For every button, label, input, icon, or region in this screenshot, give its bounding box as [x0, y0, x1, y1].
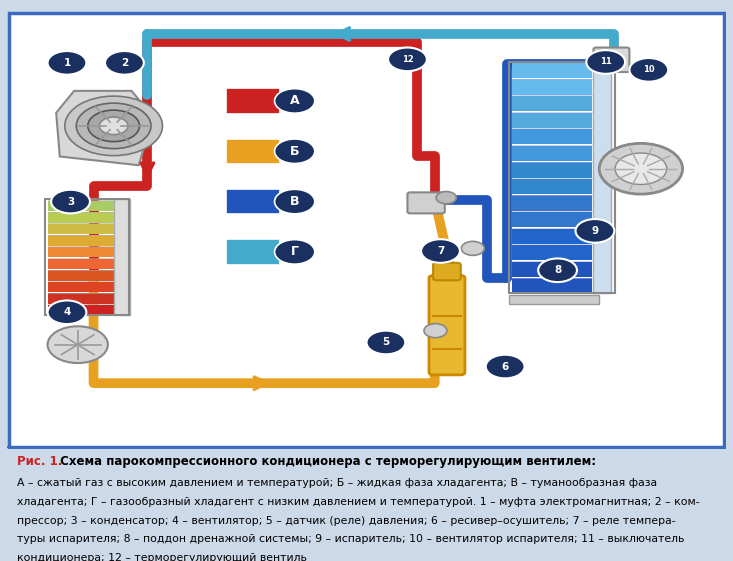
Text: 7: 7: [437, 246, 444, 256]
Text: Г: Г: [291, 245, 298, 259]
Circle shape: [65, 96, 163, 155]
Text: 4: 4: [63, 307, 70, 318]
Bar: [512, 261, 592, 277]
Bar: [48, 282, 114, 292]
Bar: [48, 224, 114, 234]
Bar: [512, 179, 592, 194]
Bar: [48, 236, 114, 246]
Bar: [593, 62, 611, 293]
Text: 6: 6: [501, 361, 509, 371]
Bar: [512, 129, 592, 144]
Text: кондиционера; 12 – терморегулирующий вентиль: кондиционера; 12 – терморегулирующий вен…: [17, 553, 306, 561]
Bar: [48, 212, 114, 223]
Bar: [512, 195, 592, 210]
Bar: [512, 212, 592, 227]
Circle shape: [48, 327, 108, 363]
Bar: [45, 199, 130, 315]
Text: 5: 5: [383, 338, 389, 347]
Text: В: В: [290, 195, 299, 208]
Bar: [512, 162, 592, 177]
Bar: [48, 293, 114, 304]
Circle shape: [424, 324, 447, 338]
Text: хладагента; Г – газообразный хладагент с низким давлением и температурой. 1 – му: хладагента; Г – газообразный хладагент с…: [17, 497, 699, 507]
Circle shape: [76, 103, 151, 149]
Circle shape: [538, 259, 577, 282]
Bar: [512, 80, 592, 95]
Text: 12: 12: [402, 55, 413, 64]
Text: 11: 11: [600, 57, 611, 67]
FancyBboxPatch shape: [594, 48, 630, 72]
Bar: [226, 139, 280, 164]
Text: 10: 10: [643, 65, 655, 75]
Bar: [48, 259, 114, 269]
FancyBboxPatch shape: [10, 12, 723, 448]
Circle shape: [615, 153, 667, 185]
Text: Схема парокомпрессионного кондиционера с терморегулирующим вентилем:: Схема парокомпрессионного кондиционера с…: [56, 455, 597, 468]
Bar: [114, 199, 130, 315]
Bar: [509, 62, 615, 293]
Text: туры испарителя; 8 – поддон дренажной системы; 9 – испаритель; 10 – вентилятор и: туры испарителя; 8 – поддон дренажной си…: [17, 535, 684, 544]
Text: Б: Б: [290, 145, 299, 158]
Bar: [226, 88, 280, 114]
Circle shape: [48, 301, 86, 324]
Bar: [226, 189, 280, 214]
Bar: [512, 63, 592, 78]
Circle shape: [366, 330, 405, 355]
Circle shape: [586, 50, 625, 74]
Bar: [512, 113, 592, 128]
Text: А: А: [290, 94, 300, 107]
Bar: [48, 247, 114, 257]
Text: А – сжатый газ с высоким давлением и температурой; Б – жидкая фаза хладагента; В: А – сжатый газ с высоким давлением и тем…: [17, 478, 657, 488]
Circle shape: [275, 89, 314, 113]
Circle shape: [275, 240, 314, 264]
Text: 9: 9: [592, 226, 599, 236]
Circle shape: [436, 191, 456, 204]
Bar: [512, 278, 592, 293]
Text: прессор; 3 – конденсатор; 4 – вентилятор; 5 – датчик (реле) давления; 6 – ресиве: прессор; 3 – конденсатор; 4 – вентилятор…: [17, 516, 675, 526]
Polygon shape: [56, 91, 153, 165]
Circle shape: [486, 355, 525, 378]
Circle shape: [575, 219, 614, 243]
Bar: [48, 201, 114, 211]
Bar: [509, 295, 599, 305]
Circle shape: [275, 139, 314, 163]
Circle shape: [388, 48, 427, 71]
Bar: [512, 96, 592, 111]
Circle shape: [421, 239, 460, 263]
Text: 1: 1: [63, 58, 70, 68]
Circle shape: [48, 51, 86, 75]
Bar: [512, 245, 592, 260]
Bar: [512, 228, 592, 244]
Circle shape: [99, 117, 128, 135]
FancyBboxPatch shape: [429, 275, 465, 375]
FancyBboxPatch shape: [433, 263, 461, 280]
Text: 2: 2: [121, 58, 128, 68]
Text: 8: 8: [554, 265, 561, 275]
Text: 3: 3: [67, 196, 74, 206]
Circle shape: [600, 144, 682, 194]
Circle shape: [105, 51, 144, 75]
Bar: [48, 270, 114, 280]
Circle shape: [461, 241, 485, 255]
Text: Рис. 1.: Рис. 1.: [17, 455, 62, 468]
Bar: [512, 146, 592, 161]
Circle shape: [51, 190, 90, 213]
Circle shape: [275, 189, 314, 214]
FancyBboxPatch shape: [408, 192, 445, 213]
Bar: [226, 239, 280, 265]
Circle shape: [88, 110, 139, 141]
Circle shape: [630, 58, 668, 82]
Bar: [48, 305, 114, 315]
